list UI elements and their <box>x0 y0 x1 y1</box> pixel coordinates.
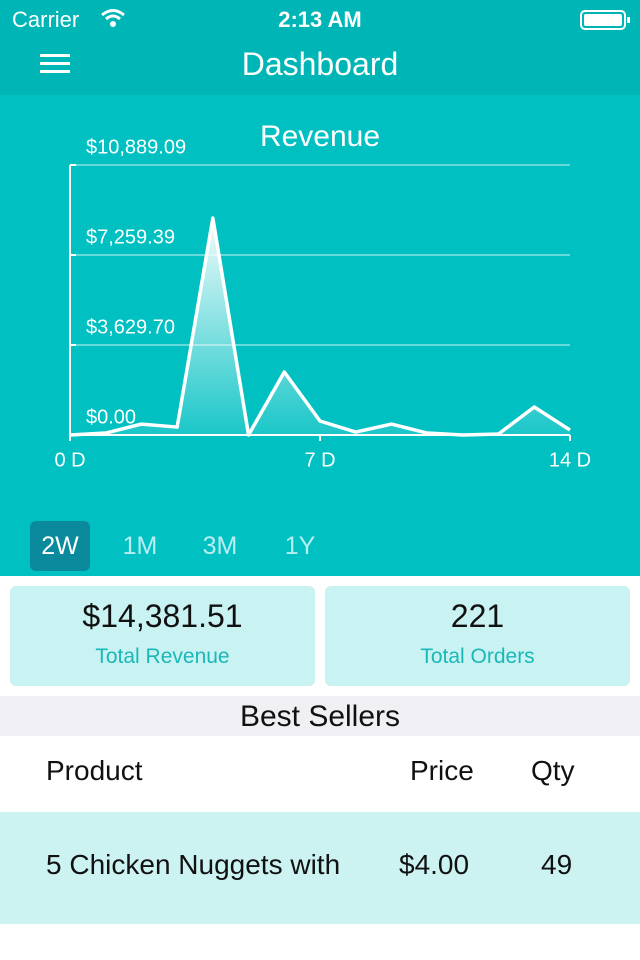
table-row-bg <box>0 812 640 924</box>
summary-value: 221 <box>450 598 505 634</box>
y-tick-label: $0.00 <box>86 406 136 428</box>
y-tick-label: $7,259.39 <box>86 226 175 248</box>
chart-title: Revenue <box>260 120 380 153</box>
range-button[interactable]: 1Y <box>284 532 316 560</box>
range-button[interactable]: 3M <box>202 532 238 560</box>
table-cell: $4.00 <box>399 849 470 880</box>
area-fill <box>70 218 570 435</box>
y-tick-label: $3,629.70 <box>86 316 175 338</box>
x-tick-label: 0 D <box>54 449 85 471</box>
clock: 2:13 AM <box>278 7 362 32</box>
nav-bar: Dashboard <box>0 40 640 95</box>
x-tick-label: 7 D <box>304 449 335 471</box>
battery-icon <box>580 10 630 30</box>
revenue-line <box>69 216 571 437</box>
carrier: Carrier <box>12 7 80 32</box>
column-header: Product <box>46 755 143 786</box>
nav-title: Dashboard <box>241 46 399 82</box>
summary-value: $14,381.51 <box>82 598 243 634</box>
summary-label: Total Revenue <box>95 645 230 668</box>
section-header: Best Sellers <box>0 696 640 736</box>
table-cell: 5 Chicken Nuggets with <box>46 849 341 880</box>
wifi-icon <box>101 9 125 27</box>
chart: Revenue $0.00 $3,629.70 $7,259.39 $10,889.0… <box>54 120 591 471</box>
range-button[interactable]: 2W <box>30 521 90 571</box>
table-cell: 49 <box>541 849 573 880</box>
range-button[interactable]: 1M <box>122 532 158 560</box>
summary-card: $14,381.51 Total Revenue <box>10 586 315 686</box>
x-tick-label: 14 D <box>549 449 591 471</box>
menu-button[interactable] <box>40 52 72 76</box>
status-bar: Carrier 2:13 AM <box>0 0 640 40</box>
summary-label: Total Orders <box>420 645 535 668</box>
summary-card: 221 Total Orders <box>325 586 630 686</box>
column-header: Qty <box>531 755 575 786</box>
column-header: Price <box>410 755 474 786</box>
y-tick-label: $10,889.09 <box>86 136 186 158</box>
chart-panel <box>0 95 640 576</box>
